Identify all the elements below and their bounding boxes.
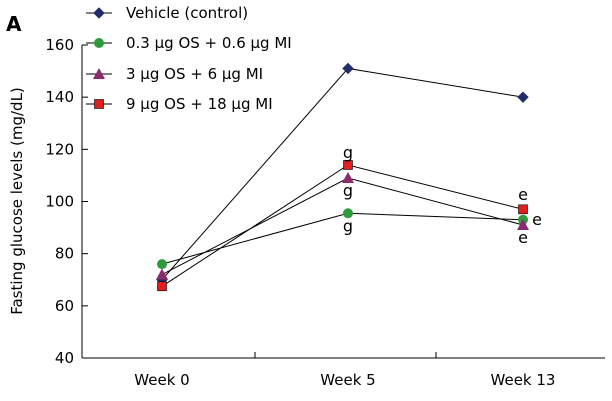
y-tick-label: 60	[55, 297, 74, 315]
data-point-diamond	[342, 62, 354, 75]
legend-entry: 3 μg OS + 6 μg MI	[126, 65, 263, 83]
legend-marker-diamond	[93, 7, 105, 19]
x-tick-label: Week 5	[320, 371, 375, 389]
data-point-square	[518, 204, 528, 215]
y-tick-label: 100	[45, 193, 74, 211]
x-tick-label: Week 13	[491, 371, 556, 389]
y-axis-ticks: 40 60 80 100 120 140 160	[45, 36, 88, 367]
x-axis-ticks: Week 0 Week 5 Week 13	[134, 352, 555, 389]
data-point-circle	[343, 208, 353, 219]
y-tick-label: 140	[45, 88, 74, 106]
significance-letter: e	[518, 185, 528, 204]
legend: Vehicle (control) 0.3 μg OS + 0.6 μg MI 3 …	[86, 4, 292, 113]
y-axis-label: Fasting glucose levels (mg/dL)	[8, 87, 26, 315]
data-point-square	[157, 281, 167, 292]
significance-letter: e	[532, 210, 542, 229]
significance-letter: e	[518, 228, 528, 247]
data-point-square	[343, 160, 353, 170]
series-markers	[156, 62, 529, 292]
significance-letter: g	[343, 216, 353, 235]
significance-letter: g	[343, 143, 353, 162]
legend-marker-square	[94, 99, 104, 109]
y-tick-label: 80	[55, 245, 74, 263]
legend-marker-circle	[94, 38, 104, 48]
legend-entry: 0.3 μg OS + 0.6 μg MI	[126, 34, 292, 52]
significance-letter: g	[343, 181, 353, 200]
y-tick-label: 120	[45, 140, 74, 158]
data-point-circle	[157, 259, 167, 270]
y-tick-label: 160	[45, 36, 74, 54]
data-point-triangle	[342, 172, 354, 184]
legend-entry: Vehicle (control)	[126, 4, 248, 22]
data-point-triangle	[517, 218, 529, 230]
legend-entry: 9 μg OS + 18 μg MI	[126, 95, 273, 113]
x-tick-label: Week 0	[134, 371, 189, 389]
panel-label: A	[6, 12, 22, 36]
data-point-triangle	[156, 268, 168, 280]
legend-marker-triangle	[93, 68, 105, 79]
y-tick-label: 40	[55, 349, 74, 367]
data-point-diamond	[517, 91, 529, 103]
